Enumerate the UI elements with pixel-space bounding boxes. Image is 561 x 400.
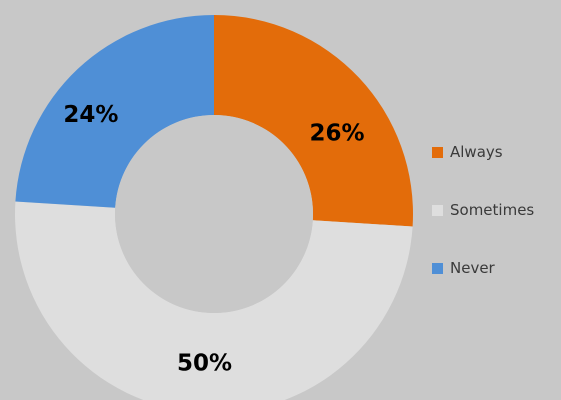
donut-hole — [115, 115, 313, 313]
slice-label-sometimes: 50% — [177, 351, 232, 377]
chart-legend: Always Sometimes Never — [432, 141, 561, 315]
slice-labels: 26% 50% 24% — [63, 102, 364, 377]
legend-swatch-never — [432, 262, 443, 274]
slice-sometimes — [15, 201, 413, 400]
slice-never — [15, 15, 214, 208]
legend-swatch-sometimes — [432, 204, 443, 216]
legend-item-sometimes: Sometimes — [432, 199, 561, 221]
legend-item-never: Never — [432, 257, 561, 279]
slice-label-always: 26% — [309, 121, 364, 147]
slice-label-never: 24% — [63, 102, 118, 128]
legend-label-sometimes: Sometimes — [450, 201, 535, 219]
legend-label-always: Always — [450, 143, 503, 161]
donut-slices — [15, 15, 413, 400]
legend-label-never: Never — [450, 259, 495, 277]
legend-swatch-always — [432, 146, 443, 158]
slice-always — [214, 15, 413, 227]
legend-item-always: Always — [432, 141, 561, 163]
